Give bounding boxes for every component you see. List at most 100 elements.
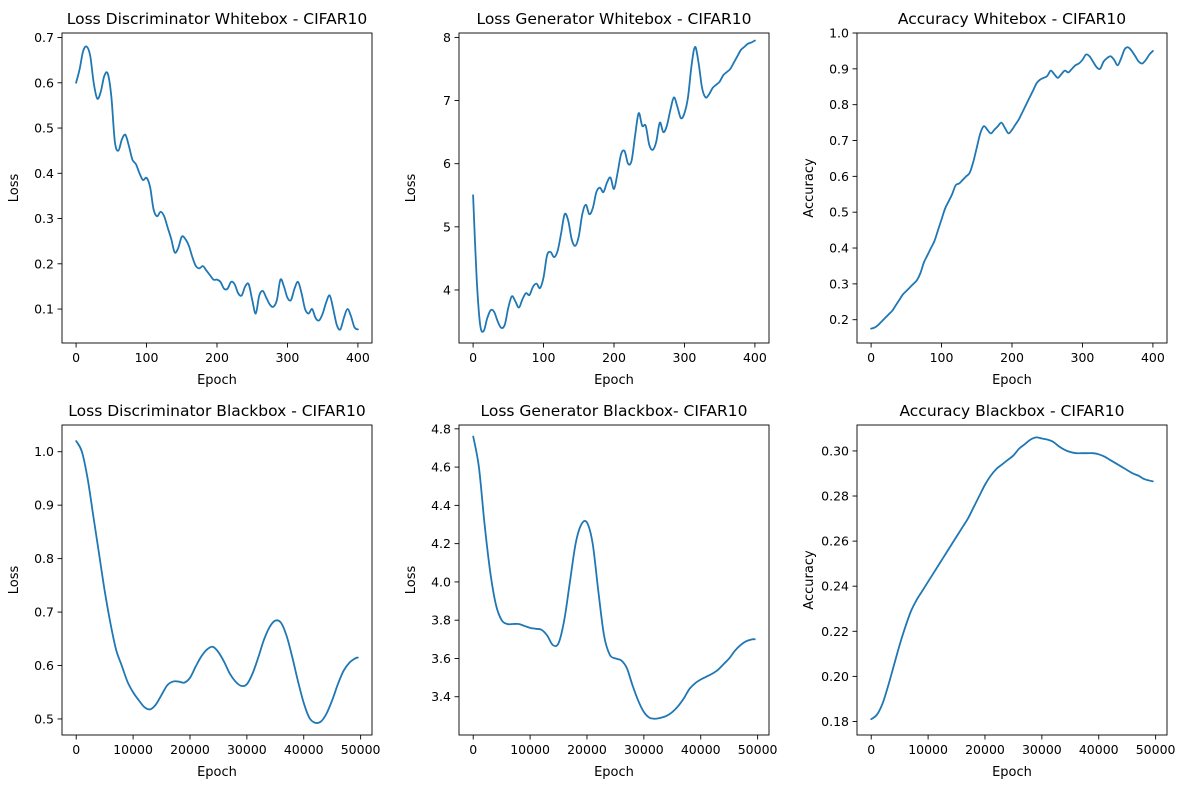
y-tick-label: 0.7 bbox=[829, 133, 849, 148]
x-tick-label: 0 bbox=[72, 742, 80, 757]
chart-title: Loss Generator Whitebox - CIFAR10 bbox=[476, 10, 751, 28]
series-line bbox=[472, 39, 756, 333]
x-tick-label: 100 bbox=[930, 350, 954, 365]
x-tick-label: 300 bbox=[276, 350, 300, 365]
y-tick-label: 4.6 bbox=[431, 460, 451, 475]
x-tick-label: 0 bbox=[469, 742, 477, 757]
x-tick-label: 50000 bbox=[738, 742, 778, 757]
y-tick-label: 0.26 bbox=[821, 534, 849, 549]
y-tick-label: 1.0 bbox=[34, 444, 54, 459]
y-tick-label: 8 bbox=[443, 30, 451, 45]
x-tick-label: 400 bbox=[1141, 350, 1165, 365]
x-axis-label: Epoch bbox=[594, 765, 634, 780]
y-axis-label: Accuracy bbox=[802, 550, 817, 610]
y-tick-label: 0.8 bbox=[34, 551, 54, 566]
y-tick-label: 0.5 bbox=[34, 711, 54, 726]
x-tick-label: 0 bbox=[72, 350, 80, 365]
series-line bbox=[75, 440, 359, 724]
series-line bbox=[75, 45, 359, 331]
y-tick-label: 7 bbox=[443, 93, 451, 108]
x-tick-label: 40000 bbox=[284, 742, 324, 757]
y-tick-label: 6 bbox=[443, 156, 451, 171]
y-tick-label: 5 bbox=[443, 219, 451, 234]
x-axis-label: Epoch bbox=[594, 373, 634, 388]
x-tick-label: 10000 bbox=[113, 742, 153, 757]
y-tick-label: 4.8 bbox=[431, 421, 451, 436]
chart-title: Accuracy Whitebox - CIFAR10 bbox=[898, 10, 1126, 28]
x-tick-label: 200 bbox=[602, 350, 626, 365]
plot-frame bbox=[856, 424, 1168, 736]
y-tick-label: 0.3 bbox=[829, 276, 849, 291]
y-tick-label: 0.2 bbox=[829, 312, 849, 327]
subplot-accuracy-whitebox: Accuracy Whitebox - CIFAR10 0 100 200 300 400… bbox=[802, 10, 1168, 388]
y-tick-label: 0.6 bbox=[34, 75, 54, 90]
x-tick-label: 0 bbox=[867, 742, 875, 757]
y-tick-label: 0.6 bbox=[34, 658, 54, 673]
x-tick-label: 30000 bbox=[227, 742, 267, 757]
chart-title: Loss Discriminator Whitebox - CIFAR10 bbox=[67, 10, 368, 28]
y-tick-label: 0.20 bbox=[821, 669, 849, 684]
y-tick-label: 0.2 bbox=[34, 256, 54, 271]
x-axis-label: Epoch bbox=[992, 373, 1032, 388]
y-tick-label: 0.18 bbox=[821, 714, 849, 729]
subplot-loss-generator-blackbox: Loss Generator Blackbox- CIFAR10 0 10000 20… bbox=[404, 402, 778, 780]
y-tick-label: 0.4 bbox=[829, 241, 849, 256]
x-tick-label: 20000 bbox=[965, 742, 1005, 757]
y-tick-label: 0.24 bbox=[821, 579, 849, 594]
x-tick-label: 20000 bbox=[170, 742, 210, 757]
y-axis-label: Accuracy bbox=[802, 158, 817, 218]
y-tick-label: 4.2 bbox=[431, 536, 451, 551]
y-axis-label: Loss bbox=[7, 566, 22, 595]
y-tick-label: 0.4 bbox=[34, 166, 54, 181]
y-tick-label: 0.22 bbox=[821, 624, 849, 639]
x-tick-label: 50000 bbox=[341, 742, 381, 757]
series-line bbox=[870, 46, 1154, 330]
x-tick-label: 200 bbox=[205, 350, 229, 365]
y-tick-label: 0.28 bbox=[821, 489, 849, 504]
x-tick-label: 400 bbox=[743, 350, 767, 365]
y-tick-label: 4.0 bbox=[431, 574, 451, 589]
plot-frame bbox=[61, 424, 373, 736]
x-tick-label: 300 bbox=[1071, 350, 1095, 365]
series-line bbox=[870, 436, 1154, 721]
x-tick-label: 0 bbox=[867, 350, 875, 365]
y-tick-label: 0.30 bbox=[821, 443, 849, 458]
y-tick-label: 3.4 bbox=[431, 689, 451, 704]
y-axis-label: Loss bbox=[404, 174, 419, 203]
y-tick-label: 0.3 bbox=[34, 211, 54, 226]
y-tick-label: 3.6 bbox=[431, 651, 451, 666]
y-axis-label: Loss bbox=[404, 566, 419, 595]
x-tick-label: 200 bbox=[1000, 350, 1024, 365]
x-axis-label: Epoch bbox=[197, 373, 237, 388]
subplot-accuracy-blackbox: Accuracy Blackbox - CIFAR10 0 10000 20000 30… bbox=[802, 402, 1176, 780]
x-tick-label: 40000 bbox=[1079, 742, 1119, 757]
x-axis-label: Epoch bbox=[992, 765, 1032, 780]
y-tick-label: 0.9 bbox=[829, 61, 849, 76]
plot-frame bbox=[458, 424, 770, 736]
x-axis-label: Epoch bbox=[197, 765, 237, 780]
x-tick-label: 300 bbox=[673, 350, 697, 365]
y-tick-label: 0.6 bbox=[829, 169, 849, 184]
subplot-loss-discriminator-whitebox: Loss Discriminator Whitebox - CIFAR10 0 10… bbox=[7, 10, 373, 388]
y-tick-label: 0.8 bbox=[829, 97, 849, 112]
x-tick-label: 10000 bbox=[908, 742, 948, 757]
x-tick-label: 30000 bbox=[1022, 742, 1062, 757]
chart-title: Loss Generator Blackbox- CIFAR10 bbox=[480, 402, 747, 420]
chart-title: Accuracy Blackbox - CIFAR10 bbox=[899, 402, 1124, 420]
x-tick-label: 30000 bbox=[624, 742, 664, 757]
subplot-loss-generator-whitebox: Loss Generator Whitebox - CIFAR10 0 100 200… bbox=[404, 10, 770, 388]
y-tick-label: 0.5 bbox=[34, 121, 54, 136]
x-tick-label: 50000 bbox=[1136, 742, 1176, 757]
x-tick-label: 40000 bbox=[681, 742, 721, 757]
x-tick-label: 10000 bbox=[510, 742, 550, 757]
x-tick-label: 400 bbox=[346, 350, 370, 365]
chart-title: Loss Discriminator Blackbox - CIFAR10 bbox=[68, 402, 365, 420]
series-line bbox=[472, 435, 756, 720]
x-tick-label: 100 bbox=[135, 350, 159, 365]
y-tick-label: 0.7 bbox=[34, 605, 54, 620]
y-axis-label: Loss bbox=[7, 174, 22, 203]
y-tick-label: 4 bbox=[443, 282, 451, 297]
y-tick-label: 0.9 bbox=[34, 498, 54, 513]
y-tick-label: 1.0 bbox=[829, 26, 849, 41]
